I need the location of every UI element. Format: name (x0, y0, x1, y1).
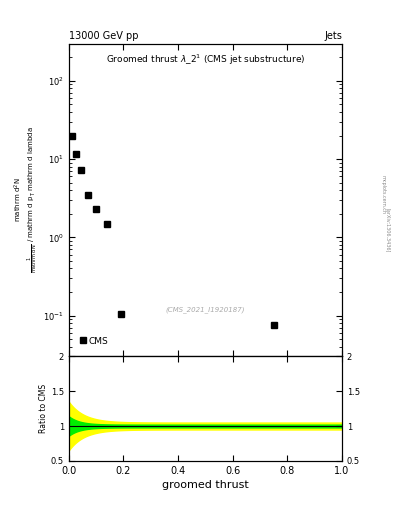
Text: 13000 GeV pp: 13000 GeV pp (69, 31, 138, 41)
Text: Jets: Jets (324, 31, 342, 41)
Text: [arXiv:1306.3436]: [arXiv:1306.3436] (386, 208, 391, 252)
Y-axis label: Ratio to CMS: Ratio to CMS (39, 384, 48, 433)
Legend: CMS: CMS (76, 333, 112, 349)
Y-axis label: mathrm d$^2$N
$\frac{1}{\rm mathrm\,d\,N}$ / mathrm d p$_{\rm T}$ mathrm d lambd: mathrm d$^2$N $\frac{1}{\rm mathrm\,d\,N… (13, 126, 40, 273)
Text: mcplots.cern.ch: mcplots.cern.ch (381, 175, 386, 214)
Text: (CMS_2021_I1920187): (CMS_2021_I1920187) (165, 306, 245, 313)
X-axis label: groomed thrust: groomed thrust (162, 480, 249, 490)
Text: Groomed thrust $\lambda\_2^1$ (CMS jet substructure): Groomed thrust $\lambda\_2^1$ (CMS jet s… (106, 53, 305, 67)
